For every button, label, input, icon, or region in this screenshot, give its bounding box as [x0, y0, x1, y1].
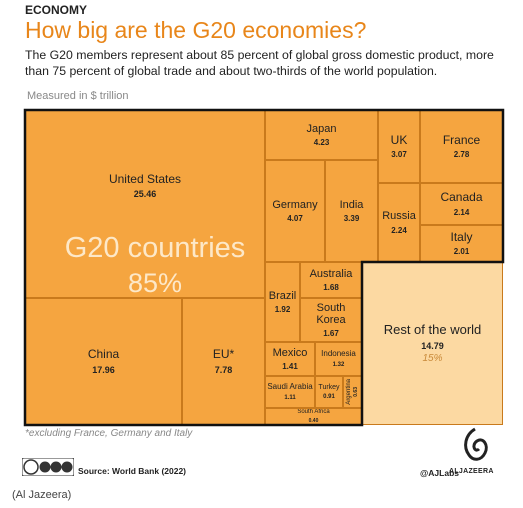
- cell-name: Saudi Arabia: [267, 382, 313, 392]
- treemap-cell: Argentina 0.63: [343, 376, 362, 408]
- cell-value: 2.01: [453, 247, 470, 257]
- unit-note: Measured in $ trillion: [27, 90, 129, 102]
- cell-value: 4.07: [287, 214, 303, 224]
- cell-name: Germany: [272, 198, 318, 211]
- treemap-cell: South Korea 1.67: [300, 298, 362, 342]
- kicker: ECONOMY: [25, 3, 88, 17]
- treemap-cell: China 17.96: [25, 298, 182, 425]
- cell-value: 1.67: [323, 329, 339, 339]
- credit: (Al Jazeera): [12, 489, 72, 501]
- treemap-cell: Saudi Arabia 1.11: [265, 376, 315, 408]
- cell-value: 0.40: [308, 418, 319, 425]
- treemap-cell: Canada 2.14: [420, 183, 503, 225]
- cell-name: Italy: [450, 229, 473, 244]
- cell-value: 0.91: [323, 394, 335, 401]
- group-share: 85%: [127, 268, 183, 298]
- cell-name: United States: [108, 172, 182, 186]
- cell-value: 1.92: [274, 305, 291, 315]
- cell-value: 2.14: [453, 207, 470, 217]
- treemap-cell: Brazil 1.92: [265, 262, 300, 342]
- cell-name: Japan: [306, 122, 337, 135]
- cell-value: 1.41: [282, 362, 298, 372]
- treemap-cell: Russia 2.24: [378, 183, 420, 262]
- logo-mark: [464, 427, 488, 461]
- cell-value: 3.07: [391, 150, 407, 160]
- treemap-cell: Turkey 0.91: [315, 376, 343, 408]
- cell-name: Canada: [440, 190, 483, 205]
- cell-value: 4.23: [313, 138, 330, 148]
- cell-value: 3.39: [343, 214, 360, 224]
- treemap-cell: Rest of the world 14.79 15%: [362, 262, 503, 425]
- cell-value: 1.32: [332, 361, 345, 368]
- cell-value: 1.68: [323, 283, 339, 293]
- license-icon: [22, 458, 74, 476]
- treemap-cell: South Africa 0.40: [265, 408, 362, 425]
- cell-name: South Africa: [297, 408, 330, 415]
- cell-name: Rest of the world: [383, 322, 482, 338]
- cell-value: 7.78: [214, 364, 233, 375]
- cell-value: 25.46: [133, 189, 157, 200]
- cell-name: Argentina: [346, 379, 353, 405]
- cell-value: 1.11: [284, 394, 296, 401]
- cell-value: 17.96: [92, 364, 115, 375]
- cell-name: Brazil: [268, 289, 297, 302]
- subtitle: The G20 members represent about 85 perce…: [25, 48, 494, 78]
- cell-name: South Korea: [316, 301, 346, 326]
- cell-name: France: [442, 132, 481, 147]
- treemap-cell: EU* 7.78: [182, 298, 265, 425]
- treemap-cell: Australia 1.68: [300, 262, 362, 298]
- source: Source: World Bank (2022): [78, 466, 187, 476]
- cell-name: Russia: [382, 210, 416, 223]
- cell-name: China: [87, 347, 120, 362]
- cell-name: EU*: [212, 347, 235, 362]
- treemap-cell: France 2.78: [420, 110, 503, 183]
- cell-name: UK: [390, 132, 408, 147]
- group-share: 15%: [422, 352, 443, 364]
- treemap-cell: Mexico 1.41: [265, 342, 315, 376]
- treemap-cell: Indonesia 1.32: [315, 342, 362, 376]
- cell-value: 2.78: [453, 150, 470, 160]
- cell-value: 0.63: [352, 387, 359, 397]
- cell-value: 14.79: [421, 340, 444, 351]
- handle: @AJLabs: [420, 468, 459, 478]
- treemap-cell: Italy 2.01: [420, 225, 503, 262]
- brand: ALJAZEERA: [449, 468, 494, 475]
- title: How big are the G20 economies?: [25, 17, 367, 43]
- cell-name: India: [339, 198, 364, 211]
- cell-name: Turkey: [318, 383, 340, 391]
- cell-name: Indonesia: [321, 349, 356, 359]
- group-label: G20 countries: [64, 232, 246, 264]
- footnote: *excluding France, Germany and Italy: [25, 428, 193, 439]
- treemap-cell: Germany 4.07: [265, 160, 325, 262]
- treemap-cell: India 3.39: [325, 160, 378, 262]
- cell-name: Australia: [309, 267, 353, 280]
- cell-name: Mexico: [272, 346, 308, 359]
- treemap-cell: UK 3.07: [378, 110, 420, 183]
- cell-value: 2.24: [391, 225, 407, 235]
- treemap-cell: Japan 4.23: [265, 110, 378, 160]
